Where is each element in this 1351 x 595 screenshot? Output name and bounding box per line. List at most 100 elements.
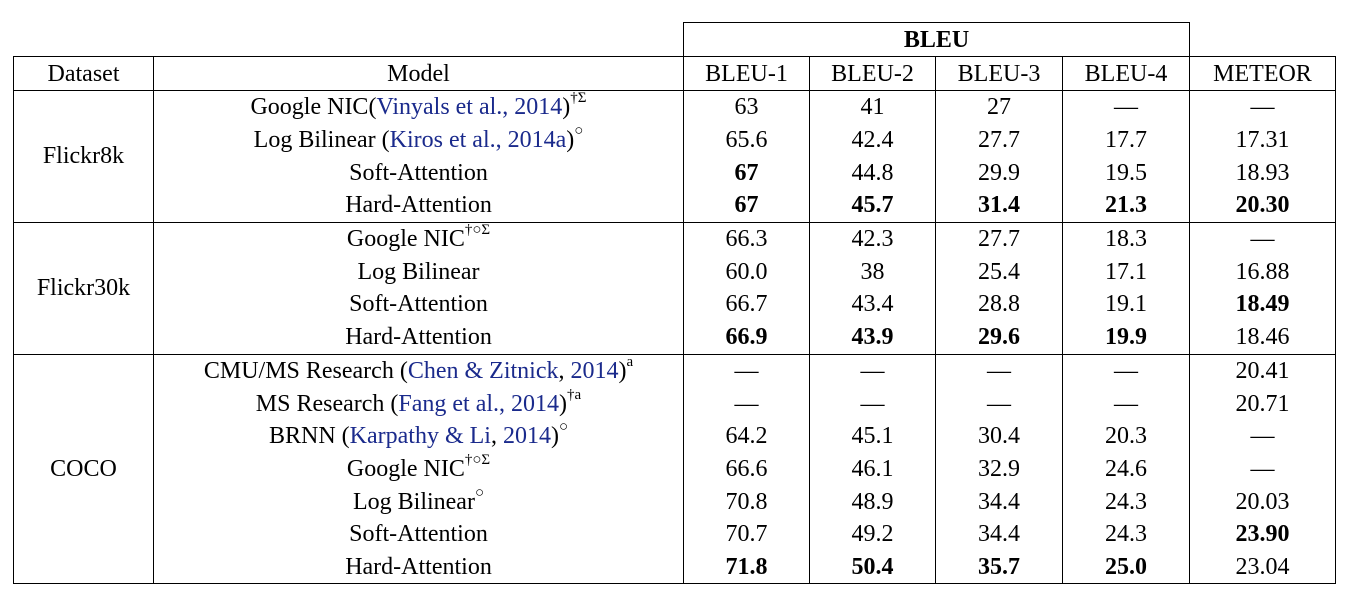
meteor-cell: 18.93 [1189,156,1336,190]
table-row: Soft-Attention 70.7 49.2 34.4 24.3 23.90 [14,517,1336,551]
bleu3-cell: 27.7 [935,123,1063,157]
meteor-header: METEOR [1189,56,1336,91]
citation-paren: ) [562,94,571,121]
citation-link: Karpathy & Li [349,423,491,450]
table-row: Soft-Attention 67 44.8 29.9 19.5 18.93 [14,156,1336,190]
model-name: BRNN [268,423,342,450]
meteor-cell: 20.30 [1189,189,1336,223]
bleu4-cell: 24.3 [1062,485,1190,518]
bleu3-cell: 29.9 [935,156,1063,190]
meteor-cell: 20.41 [1189,353,1336,388]
bleu3-cell: 32.9 [935,452,1063,486]
bleu2-cell: — [809,387,936,420]
bleu3-cell: — [935,387,1063,420]
bleu4-cell: 19.1 [1062,288,1190,321]
bleu3-cell: 29.6 [935,320,1063,354]
bleu1-cell: 66.3 [683,221,810,256]
citation-paren: ( [399,357,408,384]
bleu3-cell: 27.7 [935,221,1063,256]
model-cell: Soft-Attention [153,288,684,321]
model-name: Hard-Attention [345,324,492,351]
meteor-cell: 23.90 [1189,517,1336,551]
citation-link: Vinyals et al., 2014 [376,94,563,121]
bleu1-cell: 66.9 [683,320,810,354]
dataset-cell: Flickr8k [13,90,154,223]
table-row: MS Research (Fang et al., 2014)†a — — — —20.… [14,387,1336,420]
bleu2-cell: 44.8 [809,156,936,190]
table-row: Soft-Attention 66.7 43.4 28.8 19.1 18.49 [14,288,1336,321]
model-cell: Soft-Attention [153,156,684,190]
table-row: Log Bilinear 60.0 38 25.4 17.1 16.88 [14,255,1336,289]
model-header: Model [153,56,684,91]
model-name: Hard-Attention [345,553,492,580]
results-body: Flickr8k Google NIC ( Vinyals et al., 2014)… [13,90,1336,585]
bleu2-cell: 42.4 [809,123,936,157]
bleu1-cell: 67 [683,156,810,190]
model-cell: Log Bilinear [153,255,684,289]
table-row: Hard-Attention 67 45.7 31.4 21.3 20.30 [14,189,1336,223]
bleu4-cell: 24.6 [1062,452,1190,486]
model-name: Log Bilinear [253,127,382,154]
model-footnote-marks: †a [567,386,582,403]
bleu4-cell: 19.5 [1062,156,1190,190]
model-cell: BRNN (Karpathy & Li, 2014)○ [153,419,684,453]
table-row: COCO CMU/MS Research (Chen & Zitnick, 201… [13,353,1336,585]
bleu4-cell: 20.3 [1062,419,1190,453]
model-footnote-marks: †Σ [570,90,587,107]
model-name: Hard-Attention [345,192,492,219]
model-footnote-marks: †○Σ [464,451,491,468]
model-cell: Google NIC†○Σ [153,221,684,256]
dataset-cell: Flickr30k [13,221,154,354]
citation-paren: ( [341,423,350,450]
results-table: BLEU Dataset Model BLEU-1 BLEU-2 BLEU-3 … [13,22,1336,585]
bleu3-header: BLEU-3 [935,56,1063,91]
table-row: Flickr8k Google NIC ( Vinyals et al., 2014)… [13,90,1336,223]
bleu4-cell: 17.1 [1062,255,1190,289]
citation-paren: ( [381,127,390,154]
meteor-cell: — [1189,419,1336,453]
model-name: Google NIC [346,226,465,253]
bleu4-cell: 18.3 [1062,221,1190,256]
citation-link: Fang et al., 2014 [398,390,560,417]
bleu2-cell: 41 [809,90,936,124]
bleu3-cell: 25.4 [935,255,1063,289]
bleu2-cell: 45.1 [809,419,936,453]
citation-paren: ) [566,127,575,154]
meteor-cell: 20.03 [1189,485,1336,518]
bleu4-cell: 17.7 [1062,123,1190,157]
bleu1-cell: — [683,387,810,420]
table-row: Flickr30k Google NIC†○Σ 66.3 42.3 27.7 18.3— [13,221,1336,354]
model-footnote-marks: ○ [558,419,569,436]
bleu1-cell: 70.8 [683,485,810,518]
bleu2-cell: 38 [809,255,936,289]
bleu3-cell: 27 [935,90,1063,124]
model-name: CMU/MS Research [203,357,400,384]
table-row: BRNN (Karpathy & Li, 2014)○ 64.2 45.1 30.4 2… [14,420,1336,453]
model-footnote-marks: a [626,353,634,370]
meteor-cell: 20.71 [1189,387,1336,420]
bleu2-header: BLEU-2 [809,56,936,91]
table-row: Hard-Attention 71.8 50.4 35.7 25.0 23.04 [14,550,1336,585]
bleu2-cell: 45.7 [809,189,936,223]
model-name: Google NIC [250,94,369,121]
bleu3-cell: 31.4 [935,189,1063,223]
model-name: Log Bilinear [357,258,480,285]
model-name: Log Bilinear [352,488,475,515]
bleu3-cell: 34.4 [935,517,1063,551]
citation-paren: , [558,357,571,384]
citation-paren: ( [390,390,399,417]
bleu1-cell: 65.6 [683,123,810,157]
model-cell: Google NIC†○Σ [153,451,684,486]
bleu4-cell: 21.3 [1062,189,1190,223]
meteor-cell: 17.31 [1189,123,1336,157]
meteor-cell: 18.46 [1189,320,1336,354]
model-footnote-marks: ○ [574,123,584,140]
bleu4-header: BLEU-4 [1062,56,1190,91]
citation-year-link: 2014 [570,357,619,384]
bleu2-cell: 50.4 [809,550,936,585]
model-cell: Log Bilinear (Kiros et al., 2014a)○ [153,123,684,157]
model-cell: Hard-Attention [153,550,684,585]
table-row: Google NIC†○Σ 66.6 46.1 32.9 24.6— [14,451,1336,486]
bleu2-cell: 43.9 [809,320,936,354]
citation-year-link: 2014 [502,423,551,450]
